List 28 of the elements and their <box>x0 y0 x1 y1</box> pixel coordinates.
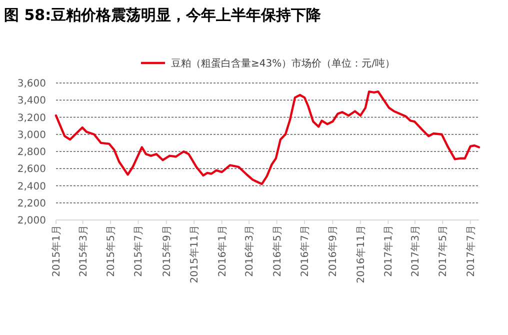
chart-title: 图 58:豆粕价格震荡明显，今年上半年保持下降 <box>4 6 322 24</box>
y-tick-label: 2,000 <box>17 216 46 226</box>
x-tick-label: 2016年11月 <box>354 225 367 284</box>
x-tick-label: 2015年9月 <box>160 225 173 277</box>
y-tick-label: 3,000 <box>17 130 46 141</box>
x-tick-label: 2016年1月 <box>216 225 228 277</box>
y-tick-label: 2,800 <box>17 147 46 158</box>
x-tick-label: 2016年5月 <box>271 225 284 277</box>
legend-label: 豆粕（粗蛋白含量≥43%）市场价（单位：元/吨） <box>171 58 395 70</box>
x-tick-label: 2015年3月 <box>77 225 90 277</box>
x-tick-label: 2015年11月 <box>188 225 201 284</box>
x-tick-label: 2017年7月 <box>464 225 477 277</box>
x-tick-label: 2015年7月 <box>132 225 145 277</box>
x-tick-label: 2017年1月 <box>382 225 395 277</box>
y-tick-label: 2,200 <box>17 198 46 210</box>
y-tick-label: 2,600 <box>17 164 46 176</box>
y-tick-label: 3,600 <box>17 78 46 90</box>
line-series <box>54 90 480 186</box>
x-tick-label: 2016年9月 <box>327 225 340 277</box>
x-tick-label: 2016年3月 <box>244 225 256 277</box>
y-tick-label: 3,400 <box>17 96 46 107</box>
x-tick-label: 2017年3月 <box>409 225 422 277</box>
x-tick-label: 2017年5月 <box>437 225 450 277</box>
x-tick-label: 2016年7月 <box>299 225 312 277</box>
y-tick-label: 2,400 <box>17 181 46 192</box>
x-tick-label: 2015年1月 <box>50 225 62 277</box>
x-tick-label: 2015年5月 <box>105 225 118 277</box>
y-tick-label: 3,200 <box>17 112 46 124</box>
